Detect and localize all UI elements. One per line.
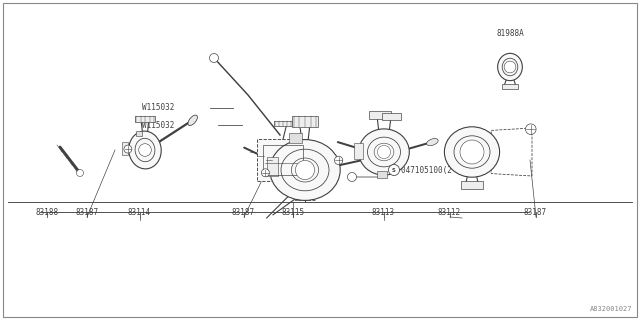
FancyBboxPatch shape <box>355 143 363 159</box>
FancyBboxPatch shape <box>289 133 302 143</box>
Circle shape <box>388 164 399 175</box>
Ellipse shape <box>270 140 340 200</box>
Text: S: S <box>392 167 396 172</box>
Ellipse shape <box>498 53 522 81</box>
Circle shape <box>348 172 356 181</box>
Bar <box>257 139 308 181</box>
Text: 81988A: 81988A <box>496 29 524 38</box>
Circle shape <box>261 169 269 177</box>
Ellipse shape <box>188 115 197 125</box>
Circle shape <box>525 124 536 134</box>
Circle shape <box>124 145 132 153</box>
Text: 83187: 83187 <box>75 208 98 217</box>
Text: 83188: 83188 <box>35 208 58 217</box>
Ellipse shape <box>129 131 161 169</box>
Circle shape <box>209 53 218 62</box>
Bar <box>274 121 292 126</box>
Circle shape <box>460 140 484 164</box>
FancyBboxPatch shape <box>267 157 278 176</box>
FancyBboxPatch shape <box>136 131 142 136</box>
Ellipse shape <box>427 139 438 146</box>
Text: 83115: 83115 <box>281 208 304 217</box>
Ellipse shape <box>358 129 410 175</box>
Bar <box>263 145 303 175</box>
Text: 83114: 83114 <box>128 208 151 217</box>
Bar <box>135 116 155 122</box>
Text: W115032: W115032 <box>141 103 174 113</box>
Circle shape <box>335 156 343 164</box>
Circle shape <box>504 61 516 73</box>
Bar <box>461 181 483 189</box>
Bar <box>292 116 318 127</box>
Circle shape <box>296 160 315 180</box>
Ellipse shape <box>444 127 500 177</box>
Bar <box>369 111 390 119</box>
Text: 83187: 83187 <box>232 208 255 217</box>
Ellipse shape <box>372 150 388 161</box>
Bar <box>502 84 518 89</box>
Text: 83187: 83187 <box>524 208 547 217</box>
Bar <box>382 113 401 120</box>
FancyBboxPatch shape <box>122 142 128 155</box>
Text: W115032: W115032 <box>141 121 174 130</box>
Text: 83112: 83112 <box>438 208 461 217</box>
Circle shape <box>77 170 83 177</box>
Circle shape <box>139 144 151 156</box>
Text: 83111: 83111 <box>293 194 317 203</box>
Text: 047105100(2 ): 047105100(2 ) <box>401 165 461 174</box>
Circle shape <box>378 145 390 159</box>
Text: A832001027: A832001027 <box>589 306 632 312</box>
Text: 83113: 83113 <box>372 208 395 217</box>
FancyBboxPatch shape <box>378 171 387 179</box>
